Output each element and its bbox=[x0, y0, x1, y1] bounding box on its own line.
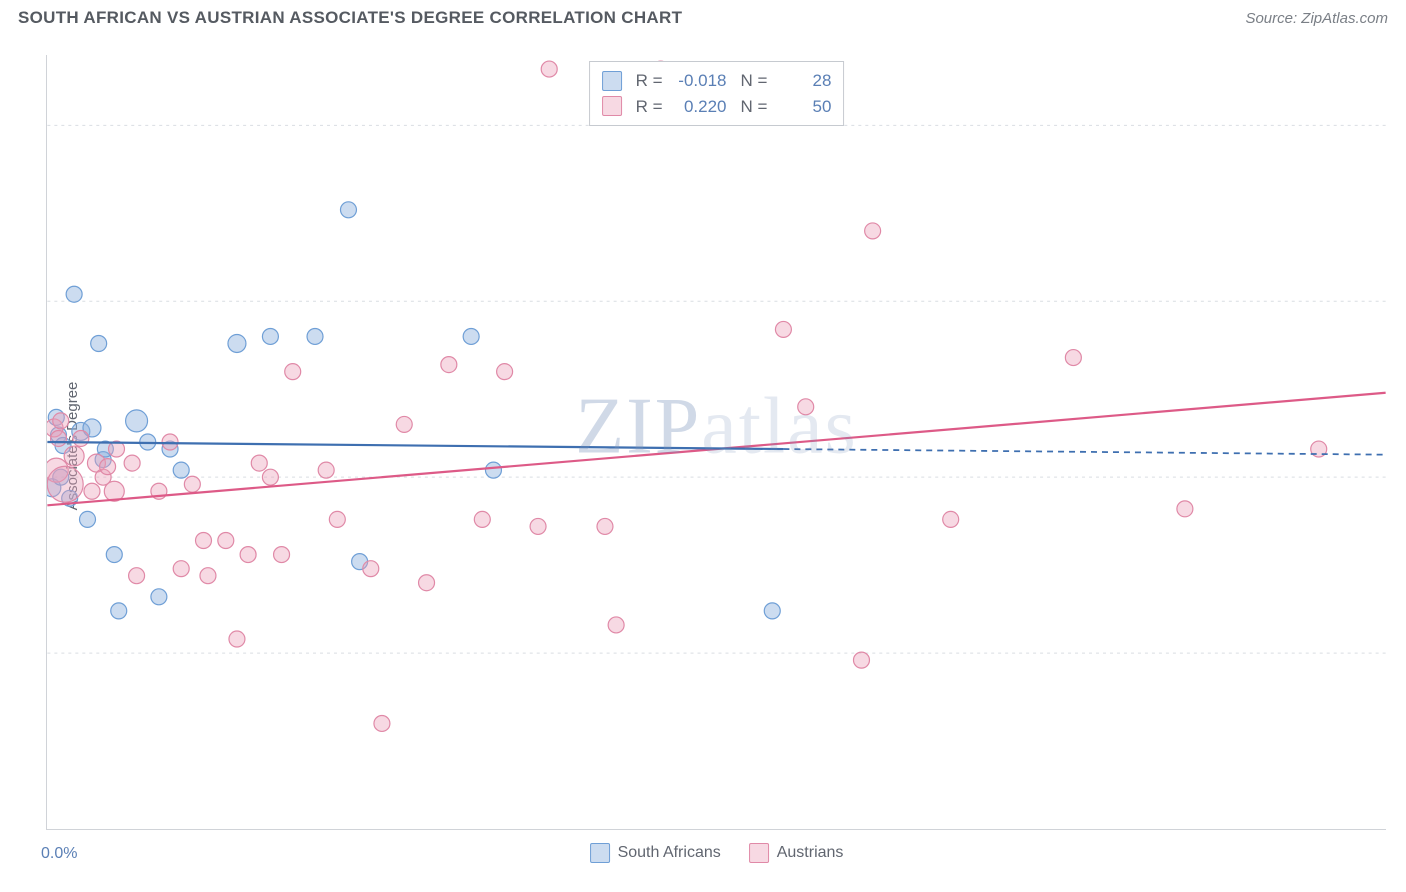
scatter-plot bbox=[47, 55, 1386, 829]
header: SOUTH AFRICAN VS AUSTRIAN ASSOCIATE'S DE… bbox=[0, 0, 1406, 32]
x-tick-label: 0.0% bbox=[41, 845, 77, 863]
legend-label: Austrians bbox=[777, 844, 844, 862]
stats-legend: R =-0.018N =28R =0.220N =50 bbox=[589, 61, 845, 126]
legend-label: South Africans bbox=[618, 844, 721, 862]
legend-item: South Africans bbox=[590, 843, 721, 863]
legend-swatch bbox=[590, 843, 610, 863]
legend-item: Austrians bbox=[749, 843, 844, 863]
legend-swatch bbox=[749, 843, 769, 863]
chart-area: ZIPatlas R =-0.018N =28R =0.220N =50 Sou… bbox=[46, 55, 1386, 830]
legend-swatch bbox=[602, 71, 622, 91]
source-attribution: Source: ZipAtlas.com bbox=[1245, 10, 1388, 27]
stats-legend-row: R =0.220N =50 bbox=[602, 94, 832, 120]
bottom-legend: South Africans Austrians bbox=[590, 843, 844, 863]
chart-title: SOUTH AFRICAN VS AUSTRIAN ASSOCIATE'S DE… bbox=[18, 8, 682, 28]
legend-swatch bbox=[602, 96, 622, 116]
stats-legend-row: R =-0.018N =28 bbox=[602, 68, 832, 94]
